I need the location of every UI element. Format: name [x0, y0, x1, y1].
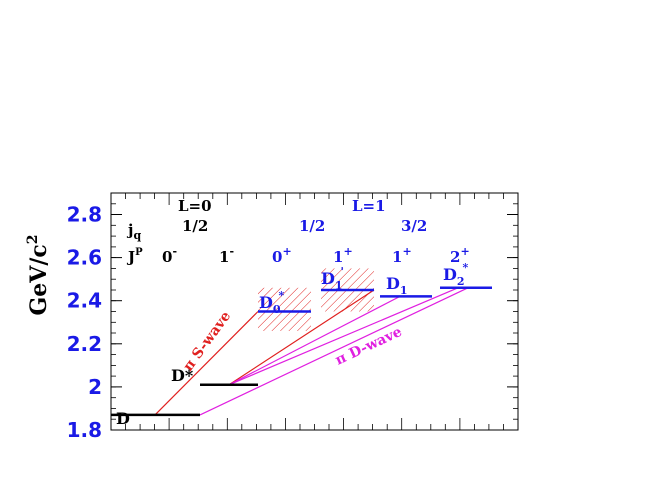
y-axis-label-sup: 2: [25, 234, 41, 244]
jp-value: 0-: [162, 245, 177, 266]
jp-value: 0+: [272, 245, 292, 266]
state-label-d: D: [116, 409, 130, 428]
state-label-d1: D1: [386, 274, 408, 297]
jp-value: 2+: [450, 245, 470, 266]
y-tick-label: 2.8: [67, 203, 102, 227]
y-tick-labels: 1.8 2 2.2 2.4 2.6 2.8: [67, 203, 102, 443]
y-tick-label: 2.4: [67, 289, 102, 313]
header-l1: L=1: [352, 197, 386, 215]
y-tick-marks: [111, 192, 518, 431]
y-axis-label-text: GeV/c: [26, 244, 52, 315]
jp-label-main: J: [126, 248, 135, 266]
jp-values: 0- 1- 0+ 1+ 1+ 2+: [162, 245, 470, 266]
jq-value-2: 3/2: [401, 217, 427, 235]
state-levels: [111, 286, 492, 417]
jp-label: JP: [126, 247, 143, 266]
width-bands: [258, 268, 374, 331]
jp-value: 1+: [333, 245, 353, 266]
jq-label: jq: [126, 221, 141, 242]
jp-value: 1-: [219, 245, 234, 266]
y-tick-label: 1.8: [67, 418, 102, 442]
transition-lines: [154, 287, 469, 416]
jq-label-sub: q: [133, 229, 141, 242]
jq-value-0: 1/2: [182, 217, 208, 235]
y-tick-label: 2.6: [67, 246, 102, 270]
state-label-d2star: D2*: [443, 261, 469, 288]
header-l0: L=0: [178, 197, 212, 215]
transition-line: [228, 295, 401, 386]
y-tick-label: 2: [88, 375, 102, 399]
state-label-d1prime: D1': [321, 265, 344, 292]
state-label-d0star: D0*: [259, 289, 285, 316]
jp-value: 1+: [392, 245, 412, 266]
jq-value-1: 1/2: [299, 217, 325, 235]
jq-label-main: j: [126, 221, 133, 239]
transition-line: [228, 287, 459, 386]
transition-line: [154, 311, 259, 416]
transition-line: [228, 289, 375, 386]
transition-line: [199, 287, 469, 416]
jp-label-sup: P: [135, 247, 143, 258]
y-axis-label: GeV/c2: [25, 234, 52, 315]
y-tick-label: 2.2: [67, 332, 102, 356]
s-wave-label: π S-wave: [180, 308, 234, 374]
width-band: [258, 287, 311, 331]
x-tick-marks: [110, 193, 519, 430]
state-label-dstar: D*: [171, 366, 194, 385]
